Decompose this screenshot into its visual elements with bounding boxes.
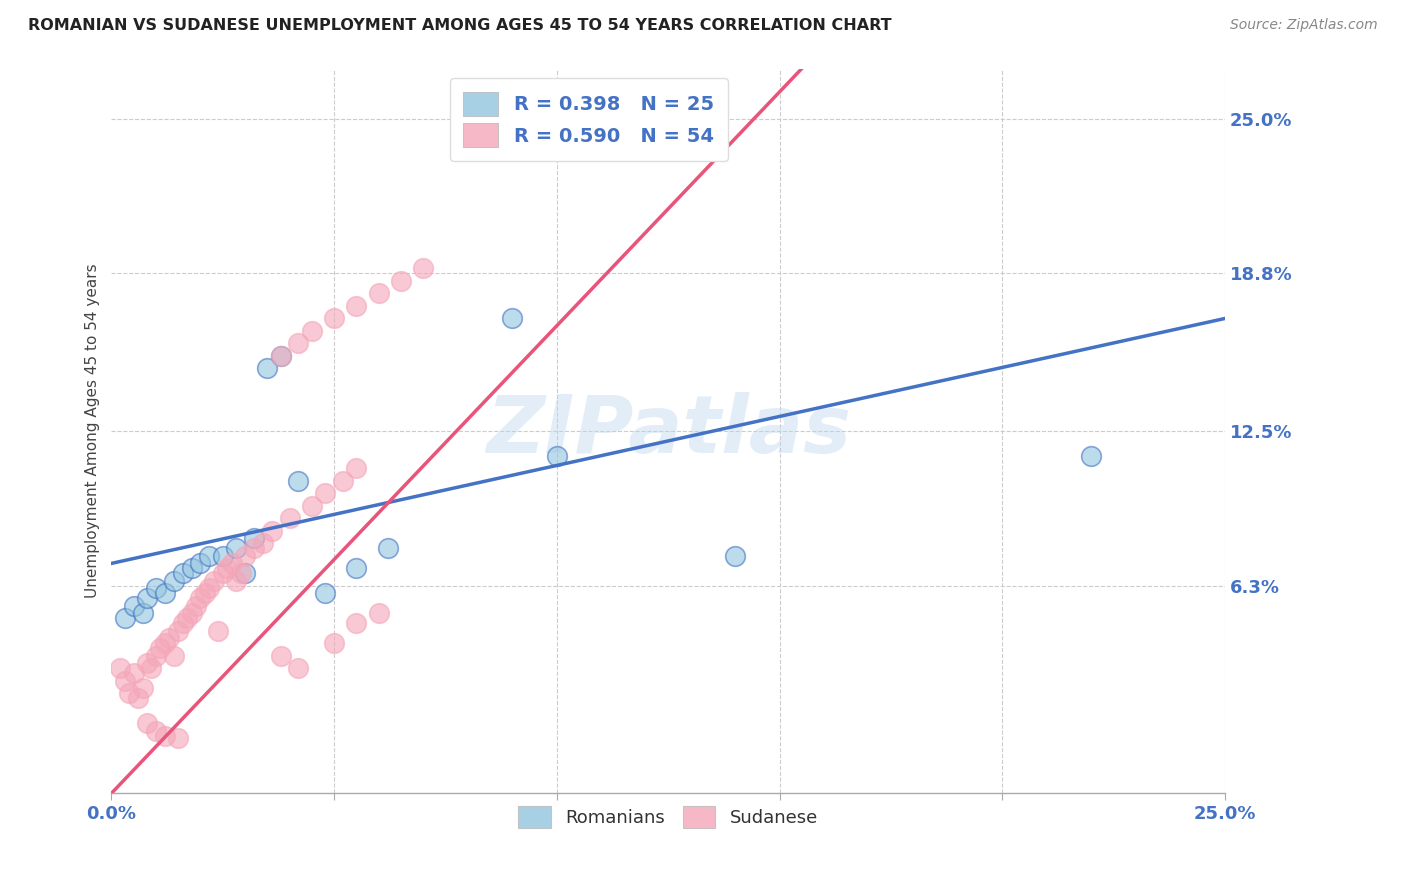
Point <box>163 574 186 588</box>
Point <box>287 474 309 488</box>
Point <box>270 349 292 363</box>
Point <box>190 591 212 606</box>
Point <box>157 632 180 646</box>
Point <box>252 536 274 550</box>
Point <box>127 691 149 706</box>
Point <box>145 648 167 663</box>
Point <box>136 591 159 606</box>
Point <box>211 549 233 563</box>
Point <box>301 324 323 338</box>
Point <box>122 599 145 613</box>
Point <box>724 549 747 563</box>
Point <box>190 557 212 571</box>
Point <box>110 661 132 675</box>
Point <box>344 616 367 631</box>
Point <box>167 731 190 746</box>
Point <box>180 561 202 575</box>
Point <box>256 361 278 376</box>
Point <box>167 624 190 638</box>
Point <box>367 607 389 621</box>
Point <box>207 624 229 638</box>
Point <box>184 599 207 613</box>
Point <box>172 616 194 631</box>
Point <box>149 641 172 656</box>
Point <box>131 607 153 621</box>
Text: Source: ZipAtlas.com: Source: ZipAtlas.com <box>1230 18 1378 32</box>
Point <box>176 611 198 625</box>
Point <box>233 549 256 563</box>
Point <box>114 611 136 625</box>
Point <box>260 524 283 538</box>
Point <box>344 299 367 313</box>
Point <box>1080 449 1102 463</box>
Point <box>389 274 412 288</box>
Point <box>145 723 167 738</box>
Point <box>153 586 176 600</box>
Point <box>198 582 221 596</box>
Point <box>501 311 523 326</box>
Point <box>332 474 354 488</box>
Point <box>141 661 163 675</box>
Point <box>546 449 568 463</box>
Point <box>412 261 434 276</box>
Point <box>225 574 247 588</box>
Point <box>202 574 225 588</box>
Point <box>198 549 221 563</box>
Point <box>114 673 136 688</box>
Point <box>180 607 202 621</box>
Point <box>217 561 239 575</box>
Point <box>344 461 367 475</box>
Point <box>136 657 159 671</box>
Point <box>287 336 309 351</box>
Point <box>172 566 194 581</box>
Point <box>194 586 217 600</box>
Point <box>323 311 346 326</box>
Text: ROMANIAN VS SUDANESE UNEMPLOYMENT AMONG AGES 45 TO 54 YEARS CORRELATION CHART: ROMANIAN VS SUDANESE UNEMPLOYMENT AMONG … <box>28 18 891 33</box>
Point <box>229 566 252 581</box>
Point <box>344 561 367 575</box>
Point <box>221 557 243 571</box>
Text: ZIPatlas: ZIPatlas <box>485 392 851 470</box>
Point <box>278 511 301 525</box>
Point <box>287 661 309 675</box>
Point <box>377 541 399 556</box>
Point <box>243 532 266 546</box>
Point <box>122 666 145 681</box>
Point <box>243 541 266 556</box>
Point <box>233 566 256 581</box>
Y-axis label: Unemployment Among Ages 45 to 54 years: Unemployment Among Ages 45 to 54 years <box>86 264 100 599</box>
Point <box>153 636 176 650</box>
Point <box>314 586 336 600</box>
Legend: Romanians, Sudanese: Romanians, Sudanese <box>510 798 825 835</box>
Point <box>225 541 247 556</box>
Point <box>145 582 167 596</box>
Point <box>136 716 159 731</box>
Point <box>153 729 176 743</box>
Point <box>270 648 292 663</box>
Point <box>118 686 141 700</box>
Point <box>301 499 323 513</box>
Point <box>163 648 186 663</box>
Point <box>270 349 292 363</box>
Point <box>314 486 336 500</box>
Point <box>323 636 346 650</box>
Point <box>211 566 233 581</box>
Point <box>131 681 153 696</box>
Point <box>367 286 389 301</box>
